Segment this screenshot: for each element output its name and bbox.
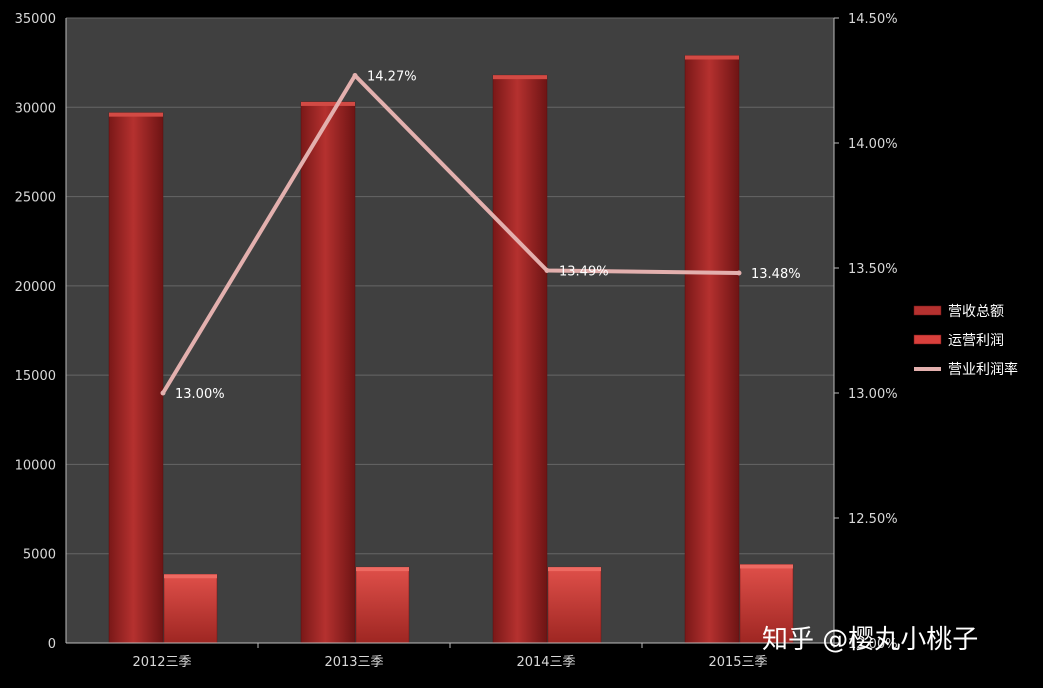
bar-revenue-top [109, 112, 163, 117]
axes: 0 5000 10000 15000 20000 25000 30000 35000 12.00… [15, 12, 898, 670]
y-left-tick-label: 10000 [15, 458, 56, 473]
legend-swatch [913, 334, 942, 345]
line-point [160, 390, 166, 396]
y-left-tick-label: 25000 [15, 191, 56, 206]
y-left-tick-label: 0 [48, 637, 56, 652]
y-left-tick-label: 15000 [15, 369, 56, 384]
bar-operating-profit [163, 574, 218, 644]
y-right-tick-label: 13.00% [848, 387, 898, 402]
bar-revenue [108, 112, 164, 644]
y-right-tick-label: 14.50% [848, 12, 898, 27]
y-left-tick-label: 5000 [23, 548, 56, 563]
line-point [544, 268, 550, 273]
line-operating-margin [161, 73, 740, 395]
bar-revenue-top [301, 101, 355, 106]
bar-operating-profit-top [740, 564, 793, 569]
bar-revenue [300, 101, 356, 644]
bar-operating-profit-top [356, 567, 409, 572]
bar-operating-profit [547, 566, 602, 644]
bar-revenue [492, 74, 548, 644]
bar-operating-profit-top [164, 574, 217, 579]
y-left-tick-label: 30000 [15, 101, 56, 116]
legend-label: 营收总额 [948, 304, 1004, 320]
y-right-tick-label: 12.00% [848, 637, 898, 652]
y-right-tick-label: 13.50% [848, 262, 898, 277]
line-series: 13.00% 14.27% 13.49% 13.48% [160, 70, 801, 402]
bars [108, 55, 794, 644]
line-point [736, 270, 742, 276]
x-tick-label: 2012三季 [132, 655, 191, 670]
legend-swatch [913, 305, 942, 316]
legend-label: 营业利润率 [948, 361, 1018, 378]
data-label: 14.27% [367, 70, 417, 85]
x-tick-label: 2013三季 [324, 655, 383, 670]
bar-operating-profit [739, 564, 794, 644]
bar-operating-profit [355, 566, 410, 644]
bar-revenue [684, 55, 740, 644]
data-label: 13.00% [175, 387, 225, 402]
x-tick-label: 2014三季 [516, 655, 575, 670]
bar-revenue-top [493, 75, 547, 80]
line-point [352, 73, 358, 78]
y-right-tick-label: 14.00% [848, 137, 898, 152]
watermark: 知乎 @樱丸小桃子 [762, 625, 978, 655]
y-left-tick-label: 35000 [15, 12, 56, 27]
y-left-tick-label: 20000 [15, 280, 56, 295]
x-tick-label: 2015三季 [708, 655, 767, 670]
bar-operating-profit-top [548, 567, 601, 572]
data-label: 13.49% [559, 265, 609, 280]
bar-revenue-top [685, 55, 739, 60]
legend-label: 运营利润 [948, 333, 1004, 349]
data-label: 13.48% [751, 267, 801, 282]
y-right-tick-label: 12.50% [848, 512, 898, 527]
